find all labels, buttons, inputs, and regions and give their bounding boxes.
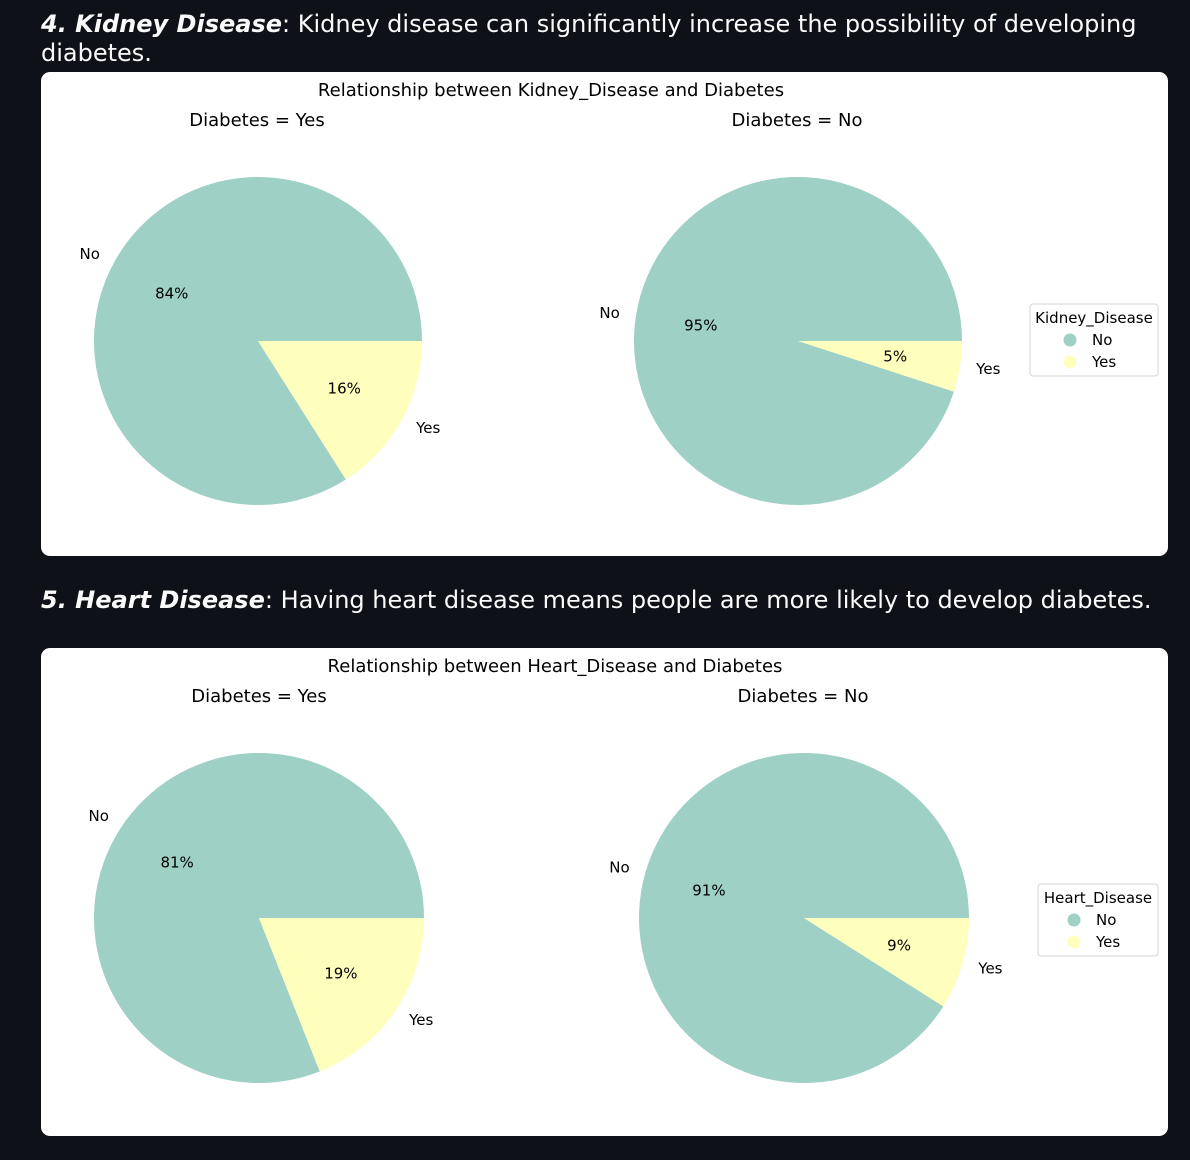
subplot-title: Diabetes = Yes bbox=[191, 686, 326, 707]
pie-slice-yes bbox=[804, 918, 969, 1007]
section-heading-kidney: 4. Kidney Disease: Kidney disease can si… bbox=[41, 10, 1190, 68]
heading-text: : Having heart disease means people are … bbox=[264, 586, 1152, 614]
slice-label: No bbox=[599, 304, 619, 322]
chart-title: Relationship between Heart_Disease and D… bbox=[328, 656, 783, 677]
subplot-title: Diabetes = Yes bbox=[189, 110, 324, 131]
subplot-title: Diabetes = No bbox=[738, 686, 869, 707]
legend-entry: Yes bbox=[1091, 353, 1116, 371]
legend-entry: Yes bbox=[1095, 933, 1120, 951]
legend-entry: No bbox=[1092, 331, 1112, 349]
kidney-disease-chart: Relationship between Kidney_Disease and … bbox=[80, 80, 1159, 506]
slice-percent-label: 5% bbox=[883, 347, 907, 365]
heading-text: : Kidney disease can significantly incre… bbox=[41, 10, 1137, 67]
pie-slice-no bbox=[639, 752, 969, 1083]
section-heading-heart: 5. Heart Disease: Having heart disease m… bbox=[41, 586, 1152, 615]
slice-label: No bbox=[609, 858, 629, 876]
slice-label: Yes bbox=[977, 960, 1002, 978]
pie-slice-yes bbox=[259, 918, 424, 1072]
heading-term: Heart Disease bbox=[75, 586, 265, 614]
subplot-title: Diabetes = No bbox=[732, 110, 863, 131]
chart-title: Relationship between Kidney_Disease and … bbox=[318, 80, 784, 101]
heart-disease-chart: Relationship between Heart_Disease and D… bbox=[88, 656, 1159, 1083]
slice-percent-label: 19% bbox=[324, 965, 357, 983]
slice-percent-label: 84% bbox=[155, 285, 188, 303]
slice-percent-label: 95% bbox=[684, 317, 717, 335]
legend-entry: No bbox=[1096, 911, 1116, 929]
heart-disease-figure: Relationship between Heart_Disease and D… bbox=[41, 648, 1168, 1136]
legend-title: Kidney_Disease bbox=[1035, 309, 1153, 328]
heading-number: 5. bbox=[41, 586, 76, 614]
legend-marker-no bbox=[1063, 333, 1077, 347]
legend-marker-no bbox=[1067, 913, 1081, 927]
kidney-disease-figure: Relationship between Kidney_Disease and … bbox=[41, 72, 1168, 556]
legend-marker-yes bbox=[1067, 935, 1081, 949]
pie-slice-yes bbox=[258, 341, 422, 480]
heading-number: 4. bbox=[41, 10, 76, 38]
slice-label: Yes bbox=[975, 360, 1000, 378]
pie-slice-no bbox=[93, 752, 424, 1083]
pie-slice-yes bbox=[798, 341, 962, 392]
slice-label: No bbox=[88, 807, 108, 825]
legend-marker-yes bbox=[1063, 355, 1077, 369]
slice-percent-label: 81% bbox=[160, 853, 193, 871]
pie-slice-no bbox=[93, 177, 422, 506]
slice-percent-label: 16% bbox=[328, 379, 361, 397]
slice-label: No bbox=[80, 245, 100, 263]
legend-box bbox=[1029, 303, 1159, 377]
slice-label: Yes bbox=[408, 1011, 433, 1029]
heading-term: Kidney Disease bbox=[75, 10, 283, 38]
slice-percent-label: 9% bbox=[887, 937, 911, 955]
slice-label: Yes bbox=[415, 419, 440, 437]
slice-percent-label: 91% bbox=[692, 881, 725, 899]
legend-box bbox=[1037, 883, 1159, 957]
pie-slice-no bbox=[633, 176, 962, 505]
legend-title: Heart_Disease bbox=[1044, 889, 1152, 908]
